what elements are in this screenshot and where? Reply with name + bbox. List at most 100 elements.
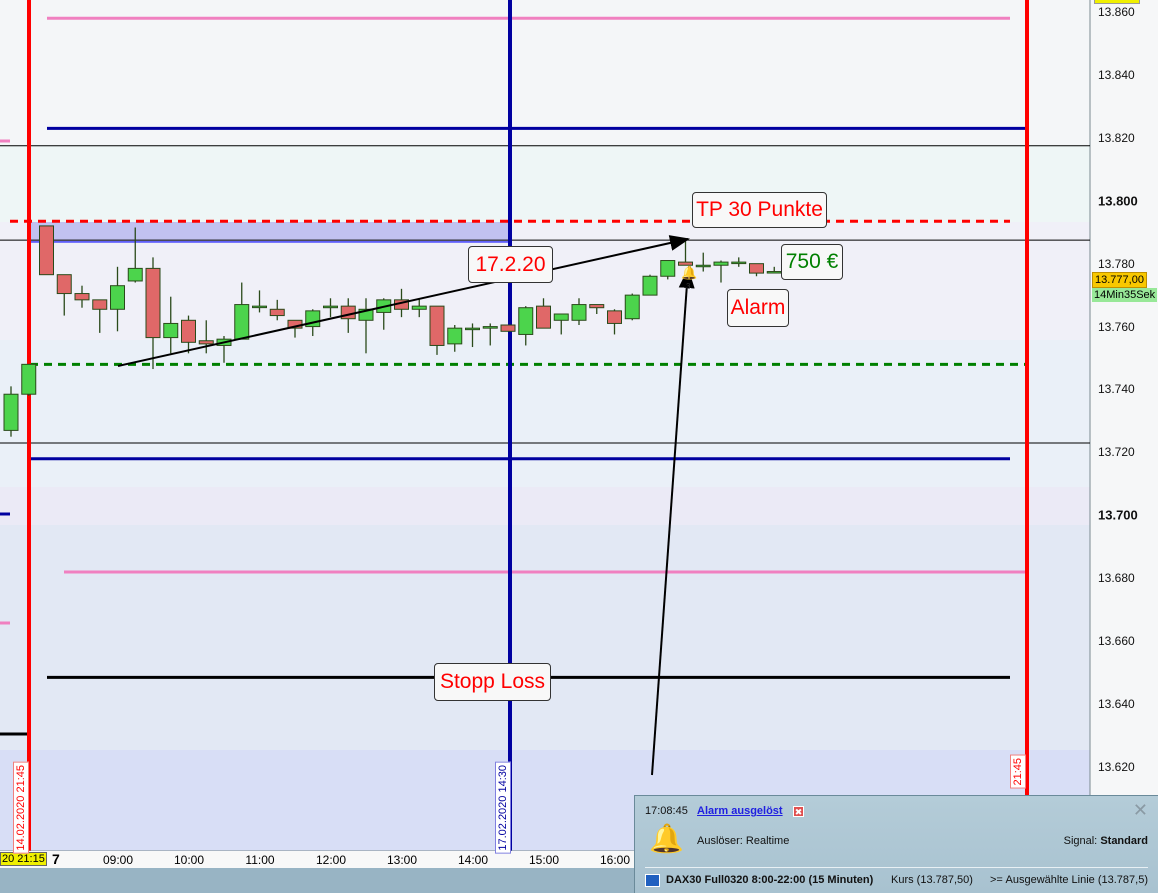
time-tick-label: 09:00: [102, 853, 134, 867]
candle-body: [323, 305, 338, 309]
candle[interactable]: [39, 225, 54, 276]
time-tick-label: 13:00: [386, 853, 418, 867]
candle-body: [92, 299, 108, 310]
candle[interactable]: [411, 298, 427, 318]
candle[interactable]: [127, 227, 143, 283]
candle[interactable]: [553, 313, 569, 335]
alarm-bell-marker-icon[interactable]: 🔔: [681, 265, 698, 280]
candle-body: [624, 294, 640, 320]
price-tick-label: 13.760: [1098, 319, 1135, 334]
candle[interactable]: [3, 386, 19, 437]
candle[interactable]: [465, 323, 480, 348]
price-tick-label: 13.720: [1098, 445, 1135, 460]
price-tick-label: 13.640: [1098, 696, 1135, 711]
candle[interactable]: [482, 323, 498, 346]
trigger-label: Auslöser:: [697, 835, 743, 847]
candle[interactable]: [74, 285, 90, 308]
price-tick-label: 13.660: [1098, 634, 1135, 648]
stop-loss-annotation[interactable]: Stopp Loss: [434, 663, 551, 701]
alarm-arrow[interactable]: [651, 268, 695, 776]
candle-body: [39, 225, 54, 276]
trigger-value: Realtime: [745, 835, 790, 847]
time-tick-label: 10:00: [173, 853, 205, 867]
candle-body: [127, 267, 143, 282]
candle[interactable]: [447, 325, 463, 352]
candle[interactable]: [198, 320, 214, 354]
close-icon[interactable]: ✕: [1132, 800, 1148, 820]
candle-body: [3, 393, 19, 431]
candle[interactable]: [660, 260, 676, 280]
candle-body: [465, 327, 480, 331]
candle[interactable]: [624, 293, 640, 321]
candle[interactable]: [163, 296, 179, 354]
candle[interactable]: [429, 305, 445, 355]
candle-body: [429, 305, 445, 346]
candle-body: [678, 261, 693, 266]
alarm-count: 3: [686, 282, 691, 291]
time-tick-label: 12:00: [315, 853, 347, 867]
candle-body: [340, 305, 356, 320]
candle[interactable]: [749, 263, 764, 277]
candle-body: [642, 275, 658, 296]
candle-body: [660, 260, 676, 277]
top-price-label: [1094, 0, 1140, 4]
price-tick-label: 13.680: [1098, 571, 1135, 586]
candle[interactable]: [695, 252, 711, 272]
candle[interactable]: [21, 363, 37, 396]
candle-body: [56, 274, 72, 295]
time-tick-label: 16:00: [599, 853, 631, 867]
candle[interactable]: [252, 290, 267, 313]
time-tick-label: 15:00: [528, 853, 560, 867]
price-tick-label: 13.860: [1098, 5, 1135, 19]
alarm-time: 17:08:45: [645, 805, 688, 817]
candle-body: [21, 363, 37, 395]
trend-arrow[interactable]: [117, 235, 690, 367]
alarm-annotation[interactable]: Alarm: [727, 289, 789, 327]
vline-label-left: 14.02.2020 21:45: [13, 762, 29, 854]
candle[interactable]: [323, 298, 338, 318]
time-tick-label: 14:00: [457, 853, 489, 867]
trigger-text: Auslöser: Realtime: [697, 835, 789, 847]
crosshair-time-label: 20 21:15: [0, 852, 47, 866]
candle[interactable]: [536, 298, 551, 329]
candle[interactable]: [92, 299, 108, 333]
delete-alarm-icon[interactable]: ✖: [793, 806, 804, 817]
tp-annotation[interactable]: TP 30 Punkte: [692, 192, 827, 228]
candle[interactable]: [713, 260, 729, 283]
candle[interactable]: [571, 298, 587, 326]
selection-zone[interactable]: [30, 222, 510, 242]
candle-body: [749, 263, 764, 274]
date-annotation[interactable]: 17.2.20: [468, 246, 553, 283]
candle-body: [358, 308, 374, 321]
alarm-popup[interactable]: 17:08:45 Alarm ausgelöst ✖ ✕ 🔔 Auslöser:…: [634, 795, 1158, 893]
candle-body: [411, 305, 427, 310]
left-stubs: [0, 139, 30, 736]
candle[interactable]: [518, 306, 534, 346]
candle[interactable]: [56, 274, 72, 316]
alarm-title-link[interactable]: Alarm ausgelöst: [697, 805, 783, 817]
candle[interactable]: [731, 257, 747, 267]
candle-body: [145, 267, 161, 339]
candle-body: [571, 304, 587, 321]
candle[interactable]: [145, 257, 161, 370]
price-tick-label: 13.780: [1098, 256, 1135, 271]
profit-annotation[interactable]: 750 €: [781, 244, 843, 280]
candle[interactable]: [500, 324, 516, 332]
condition-left: Kurs (13.787,50): [891, 874, 973, 886]
candle[interactable]: [642, 274, 658, 296]
candle[interactable]: [110, 266, 125, 332]
price-tick-label: 13.820: [1098, 130, 1135, 145]
candle[interactable]: [181, 315, 196, 354]
candle[interactable]: [269, 299, 285, 321]
candle[interactable]: [358, 298, 374, 354]
candle[interactable]: [589, 304, 605, 314]
candle-body: [518, 307, 534, 335]
candle[interactable]: [607, 309, 622, 335]
vline-label-mid: 17.02.2020 14:30: [495, 762, 511, 854]
countdown-label: 14Min35Sek: [1092, 288, 1158, 302]
vline-label-right: 21:45: [1010, 755, 1026, 789]
price-tick-label: 13.800: [1098, 193, 1138, 209]
price-tick-label: 13.740: [1098, 382, 1135, 397]
price-tick-label: 13.620: [1098, 759, 1135, 774]
